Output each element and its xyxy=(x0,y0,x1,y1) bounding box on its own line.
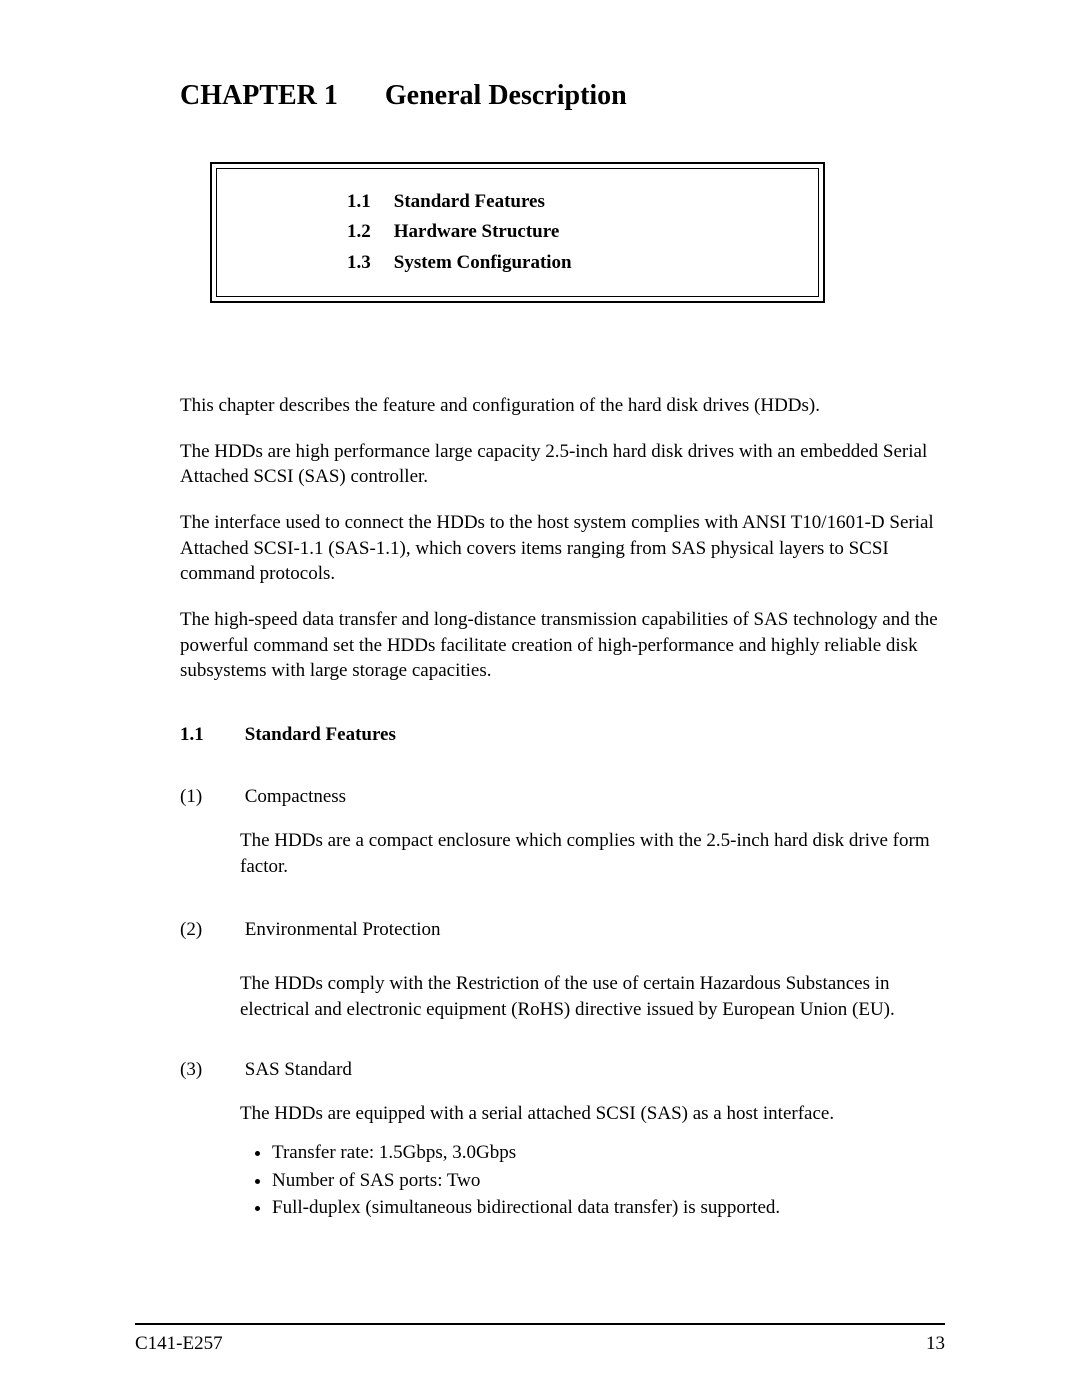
intro-paragraph: The interface used to connect the HDDs t… xyxy=(180,510,945,587)
feature-item: (1) Compactness The HDDs are a compact e… xyxy=(180,786,945,879)
feature-body: The HDDs are equipped with a serial atta… xyxy=(240,1101,945,1222)
page-footer: C141-E257 13 xyxy=(135,1333,945,1355)
toc-title: Standard Features xyxy=(394,191,545,212)
feature-body-text: The HDDs are equipped with a serial atta… xyxy=(240,1103,834,1124)
feature-num: (2) xyxy=(180,919,240,941)
feature-title: Environmental Protection xyxy=(245,919,441,941)
feature-item: (3) SAS Standard The HDDs are equipped w… xyxy=(180,1059,945,1222)
toc-row: 1.2 Hardware Structure xyxy=(347,217,808,247)
feature-title: Compactness xyxy=(245,786,346,808)
intro-paragraph: This chapter describes the feature and c… xyxy=(180,393,945,419)
toc-num: 1.3 xyxy=(347,248,389,278)
feature-item: (2) Environmental Protection The HDDs co… xyxy=(180,919,945,1022)
feature-body: The HDDs comply with the Restriction of … xyxy=(240,971,945,1022)
bullet-item: Full-duplex (simultaneous bidirectional … xyxy=(272,1195,945,1221)
section-num: 1.1 xyxy=(180,724,240,746)
feature-title: SAS Standard xyxy=(245,1059,352,1081)
bullet-item: Number of SAS ports: Two xyxy=(272,1168,945,1194)
intro-paragraph: The HDDs are high performance large capa… xyxy=(180,439,945,490)
chapter-label: CHAPTER 1 xyxy=(180,80,338,111)
intro-paragraph: The high-speed data transfer and long-di… xyxy=(180,607,945,684)
chapter-title-text: General Description xyxy=(385,80,627,111)
footer-rule xyxy=(135,1323,945,1325)
feature-bullets: Transfer rate: 1.5Gbps, 3.0Gbps Number o… xyxy=(272,1140,945,1221)
toc-row: 1.1 Standard Features xyxy=(347,187,808,217)
page-number: 13 xyxy=(926,1333,945,1355)
feature-num: (3) xyxy=(180,1059,240,1081)
toc-num: 1.2 xyxy=(347,217,389,247)
page: CHAPTER 1 General Description 1.1 Standa… xyxy=(0,0,1080,1397)
toc-title: Hardware Structure xyxy=(394,221,560,242)
intro-block: This chapter describes the feature and c… xyxy=(180,393,945,684)
bullet-item: Transfer rate: 1.5Gbps, 3.0Gbps xyxy=(272,1140,945,1166)
feature-num: (1) xyxy=(180,786,240,808)
toc-title: System Configuration xyxy=(394,252,572,273)
toc-num: 1.1 xyxy=(347,187,389,217)
section-title: Standard Features xyxy=(245,724,396,745)
toc-row: 1.3 System Configuration xyxy=(347,248,808,278)
feature-body: The HDDs are a compact enclosure which c… xyxy=(240,828,945,879)
chapter-heading: CHAPTER 1 General Description xyxy=(180,80,945,112)
section-heading: 1.1 Standard Features xyxy=(180,724,945,746)
toc-box: 1.1 Standard Features 1.2 Hardware Struc… xyxy=(210,162,825,303)
toc-inner: 1.1 Standard Features 1.2 Hardware Struc… xyxy=(216,168,819,297)
doc-id: C141-E257 xyxy=(135,1333,223,1355)
